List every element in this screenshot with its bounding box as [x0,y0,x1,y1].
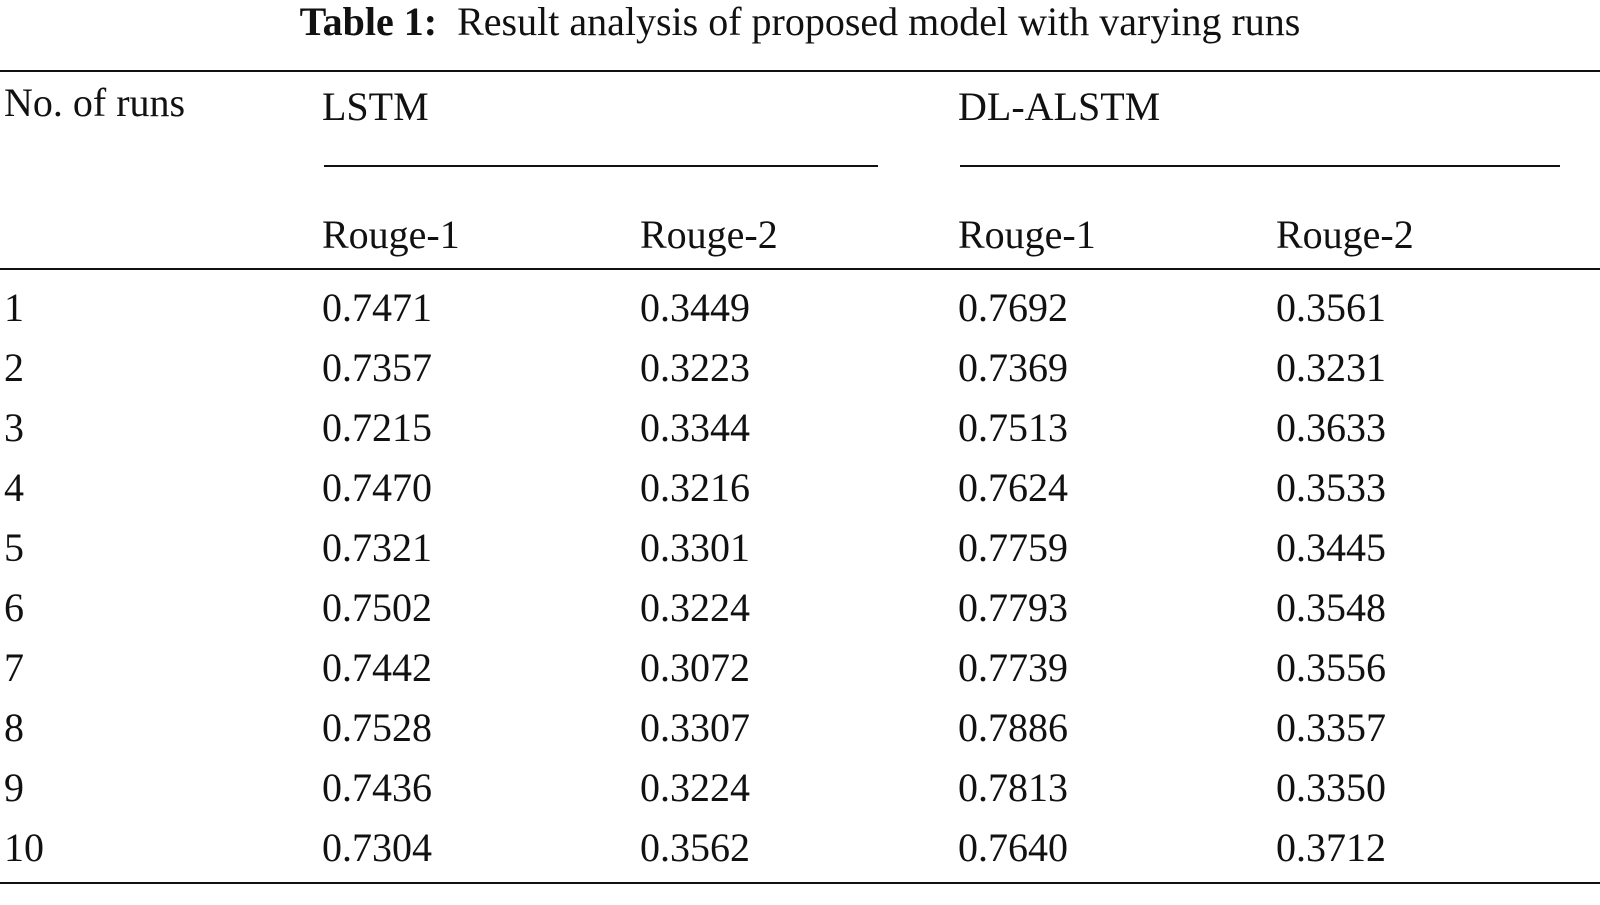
cell-dl-alstm-rouge-2: 0.3231 [1276,345,1386,390]
cell-dl-alstm-rouge-1: 0.7640 [958,825,1068,870]
subheader-lstm-rouge-1: Rouge-1 [322,212,460,257]
cell-dl-alstm-rouge-2: 0.3445 [1276,525,1386,570]
cell-run: 10 [4,825,44,870]
cell-dl-alstm-rouge-2: 0.3357 [1276,705,1386,750]
cell-run: 3 [4,405,24,450]
cell-lstm-rouge-1: 0.7215 [322,405,432,450]
cell-dl-alstm-rouge-1: 0.7692 [958,285,1068,330]
caption-text: Result analysis of proposed model with v… [457,0,1301,44]
cell-lstm-rouge-2: 0.3224 [640,765,750,810]
cell-lstm-rouge-1: 0.7357 [322,345,432,390]
cell-lstm-rouge-1: 0.7470 [322,465,432,510]
cell-run: 2 [4,345,24,390]
cell-run: 7 [4,645,24,690]
cell-lstm-rouge-2: 0.3301 [640,525,750,570]
group-rule-lstm [324,165,878,167]
table-caption: Table 1: Result analysis of proposed mod… [0,0,1600,44]
cell-lstm-rouge-2: 0.3449 [640,285,750,330]
subheader-dl-alstm-rouge-2: Rouge-2 [1276,212,1414,257]
cell-lstm-rouge-2: 0.3562 [640,825,750,870]
cell-dl-alstm-rouge-1: 0.7624 [958,465,1068,510]
group-header-lstm: LSTM [322,84,429,129]
cell-lstm-rouge-1: 0.7321 [322,525,432,570]
cell-lstm-rouge-2: 0.3072 [640,645,750,690]
cell-dl-alstm-rouge-2: 0.3556 [1276,645,1386,690]
cell-dl-alstm-rouge-1: 0.7886 [958,705,1068,750]
cell-dl-alstm-rouge-1: 0.7513 [958,405,1068,450]
cell-lstm-rouge-2: 0.3216 [640,465,750,510]
cell-lstm-rouge-1: 0.7436 [322,765,432,810]
caption-label: Table 1: [299,0,438,44]
cell-dl-alstm-rouge-2: 0.3350 [1276,765,1386,810]
table-top-rule [0,70,1600,72]
cell-run: 5 [4,525,24,570]
cell-dl-alstm-rouge-1: 0.7739 [958,645,1068,690]
cell-dl-alstm-rouge-2: 0.3533 [1276,465,1386,510]
cell-dl-alstm-rouge-2: 0.3561 [1276,285,1386,330]
cell-run: 4 [4,465,24,510]
group-rule-dl-alstm [960,165,1560,167]
cell-run: 9 [4,765,24,810]
cell-lstm-rouge-1: 0.7442 [322,645,432,690]
cell-lstm-rouge-1: 0.7471 [322,285,432,330]
table-bottom-rule [0,882,1600,884]
cell-lstm-rouge-1: 0.7304 [322,825,432,870]
cell-lstm-rouge-2: 0.3344 [640,405,750,450]
cell-dl-alstm-rouge-1: 0.7793 [958,585,1068,630]
cell-lstm-rouge-1: 0.7502 [322,585,432,630]
group-header-dl-alstm: DL-ALSTM [958,84,1161,129]
cell-run: 1 [4,285,24,330]
stub-header: No. of runs [4,80,186,125]
table-header-rule [0,268,1600,270]
cell-dl-alstm-rouge-2: 0.3633 [1276,405,1386,450]
cell-dl-alstm-rouge-2: 0.3548 [1276,585,1386,630]
cell-lstm-rouge-2: 0.3223 [640,345,750,390]
cell-lstm-rouge-2: 0.3224 [640,585,750,630]
cell-dl-alstm-rouge-2: 0.3712 [1276,825,1386,870]
cell-dl-alstm-rouge-1: 0.7759 [958,525,1068,570]
cell-dl-alstm-rouge-1: 0.7369 [958,345,1068,390]
cell-lstm-rouge-2: 0.3307 [640,705,750,750]
cell-run: 8 [4,705,24,750]
cell-run: 6 [4,585,24,630]
cell-dl-alstm-rouge-1: 0.7813 [958,765,1068,810]
subheader-dl-alstm-rouge-1: Rouge-1 [958,212,1096,257]
cell-lstm-rouge-1: 0.7528 [322,705,432,750]
subheader-lstm-rouge-2: Rouge-2 [640,212,778,257]
